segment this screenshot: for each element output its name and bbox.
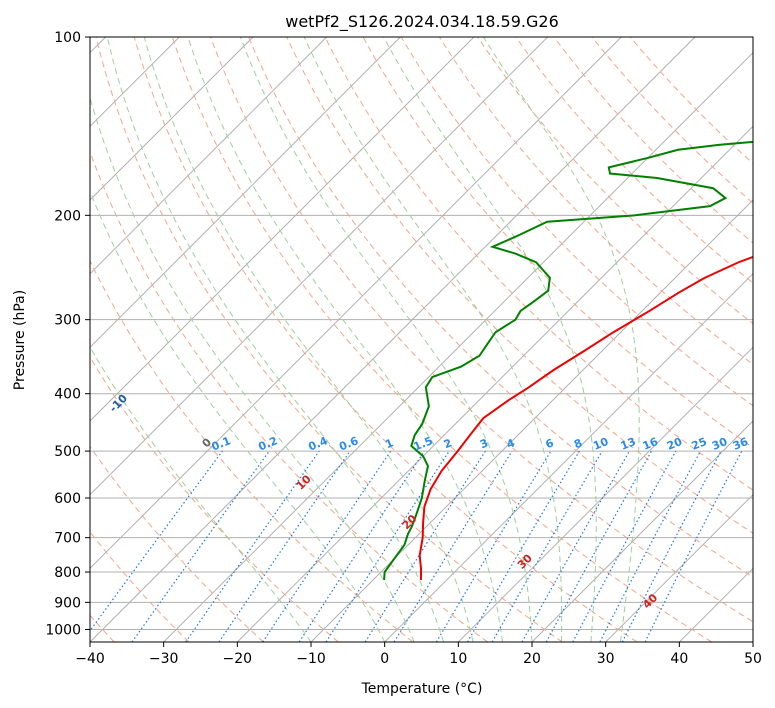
isotherm-line [236, 125, 753, 642]
dry-adiabat [90, 356, 339, 642]
y-tick-label: 1000 [45, 622, 81, 638]
y-axis-label: Pressure (hPa) [12, 290, 28, 390]
isotherm-line [310, 199, 753, 642]
mixing-ratio-label: 13 [619, 435, 638, 453]
moist-adiabat [303, 37, 563, 642]
moist-adiabat [90, 189, 386, 642]
dry-adiabat [248, 37, 753, 578]
x-tick-label: 20 [523, 651, 541, 667]
dry-adiabat [553, 37, 753, 244]
dry-adiabat [90, 445, 264, 642]
isotherm-line [678, 567, 753, 642]
dry-adiabat [95, 37, 563, 642]
isotherm-line [605, 493, 753, 642]
x-tick-label: −10 [296, 651, 326, 667]
mixing-ratio-label: 4 [505, 436, 517, 451]
dry-adiabat [286, 37, 753, 534]
isotherm-line [163, 51, 753, 642]
dry-adiabat [591, 37, 753, 204]
y-tick-label: 900 [54, 595, 81, 611]
moist-adiabat [187, 37, 504, 642]
y-tick-label: 600 [54, 491, 81, 507]
x-tick-label: 0 [380, 651, 389, 667]
mixing-ratio-line [185, 450, 320, 642]
isotherm-line [90, 37, 696, 642]
dewpoint-profile-line [383, 140, 753, 581]
mixing-ratio-line [521, 450, 631, 642]
mixing-ratio-label: 30 [710, 435, 729, 453]
mixing-ratio-line [131, 450, 270, 642]
y-tick-label: 100 [54, 30, 81, 46]
isotherm-line [384, 272, 753, 642]
y-tick-label: 800 [54, 565, 81, 581]
mixing-ratio-label: 3 [478, 436, 490, 451]
moist-adiabat [90, 96, 415, 642]
dry-adiabat [90, 259, 414, 642]
isotherm-line [531, 420, 753, 642]
mixing-ratio-line [262, 450, 392, 642]
dry-adiabat [210, 37, 753, 623]
dry-adiabat [133, 37, 638, 642]
mixing-ratio-line [545, 450, 653, 642]
moist-adiabat [482, 37, 640, 642]
x-tick-label: −30 [149, 651, 179, 667]
dry-adiabat-label: -20 [26, 352, 49, 375]
chart-title: wetPf2_S126.2024.034.18.59.G26 [285, 12, 559, 32]
mixing-ratio-line [298, 450, 425, 642]
dry-adiabat [171, 37, 712, 642]
mixing-ratio-line [599, 450, 702, 642]
mixing-ratio-line [90, 450, 223, 632]
mixing-ratio-label: 16 [641, 435, 660, 453]
dry-adiabat [90, 150, 488, 642]
mixing-ratio-label: 25 [690, 435, 709, 453]
x-tick-label: 30 [597, 651, 615, 667]
plot-area: 0.10.20.40.611.52346810131620253036-100-… [26, 37, 753, 642]
mixing-ratio-label: 6 [544, 436, 556, 451]
mixing-ratio-line [218, 450, 351, 642]
isotherm-line [90, 37, 401, 349]
moist-adiabat [239, 37, 533, 642]
mixing-ratio-label: 1 [383, 436, 395, 451]
x-axis-label: Temperature (°C) [361, 681, 483, 697]
isotherm-line [90, 37, 254, 201]
dry-adiabat [90, 531, 190, 642]
mixing-ratio-line [393, 450, 513, 642]
isotherm-line [90, 37, 328, 275]
mixing-ratio-label: 36 [731, 435, 750, 453]
mixing-ratio-label: 8 [572, 436, 584, 451]
dry-adiabat-label: -10 [107, 391, 130, 414]
mixing-ratio-line [325, 450, 450, 642]
dry-adiabat [515, 37, 753, 284]
moist-adiabat [90, 345, 312, 642]
y-tick-label: 400 [54, 387, 81, 403]
plot-frame [89, 36, 754, 643]
isotherm-line [457, 346, 753, 642]
y-tick-label: 500 [54, 444, 81, 460]
isotherm-line [752, 641, 753, 642]
isotherm-line [90, 37, 622, 570]
mixing-ratio-label: 10 [591, 435, 610, 453]
mixing-ratio-line [466, 450, 580, 642]
y-tick-label: 700 [54, 531, 81, 547]
isotherm-line [90, 37, 475, 422]
x-tick-label: 50 [744, 651, 762, 667]
moist-adiabat [106, 37, 445, 642]
y-tick-label: 300 [54, 313, 81, 329]
isotherm-line [90, 37, 549, 496]
y-tick-label: 200 [54, 208, 81, 224]
mixing-ratio-line [644, 450, 743, 642]
x-tick-label: 40 [670, 651, 688, 667]
mixing-ratio-line [572, 450, 677, 642]
dry-adiabat-label: 40 [640, 591, 660, 611]
dry-adiabat [324, 37, 753, 491]
moist-adiabat [383, 37, 597, 642]
moist-adiabat [143, 37, 474, 642]
mixing-ratio-label: 20 [665, 435, 684, 453]
x-tick-label: 10 [449, 651, 467, 667]
x-tick-label: −20 [223, 651, 253, 667]
temperature-profile-line [418, 255, 753, 580]
x-tick-label: −40 [75, 651, 105, 667]
mixing-ratio-label: 2 [442, 436, 454, 451]
